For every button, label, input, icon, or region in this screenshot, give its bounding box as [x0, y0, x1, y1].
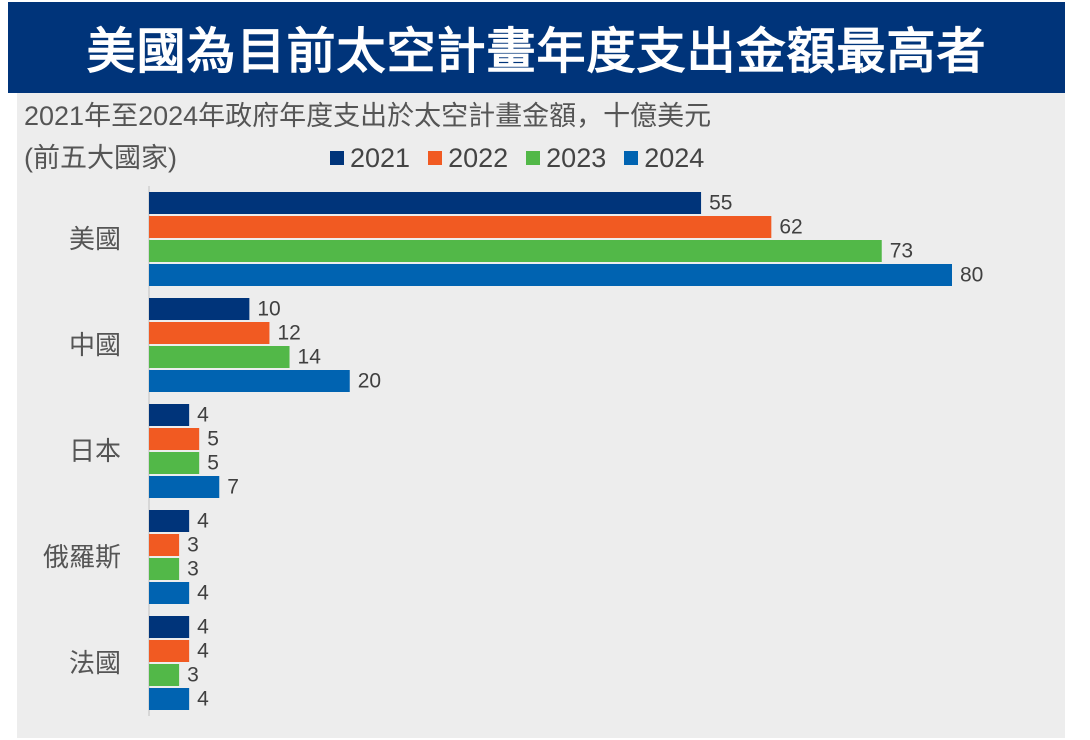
- page-title: 美國為目前太空計畫年度支出金額最高者: [86, 23, 987, 80]
- bar-2023: [149, 346, 290, 368]
- data-label-2022: 4: [197, 640, 209, 663]
- bar-2024: [149, 370, 350, 392]
- bar-2023: [149, 452, 200, 474]
- data-label-2021: 4: [197, 510, 209, 533]
- bar-2023: [149, 664, 180, 686]
- data-label-2022: 62: [779, 216, 802, 239]
- legend: 2021 2022 2023 2024: [330, 142, 704, 174]
- data-label-2022: 3: [187, 534, 199, 557]
- chart-subtitle: (前五大國家): [24, 143, 177, 173]
- data-label-2021: 10: [257, 298, 280, 321]
- bar-2022: [149, 534, 180, 556]
- category-label: 中國: [69, 331, 121, 361]
- category-label: 日本: [69, 437, 121, 467]
- data-label-2024: 7: [227, 476, 239, 499]
- data-label-2023: 14: [298, 346, 322, 369]
- legend-item-2023: 2023: [526, 142, 606, 174]
- data-label-2024: 80: [960, 264, 983, 287]
- legend-label-2023: 2023: [546, 143, 607, 173]
- data-label-2023: 73: [890, 240, 913, 263]
- data-label-2024: 20: [358, 370, 381, 393]
- category-label: 美國: [69, 225, 121, 255]
- legend-item-2024: 2024: [624, 142, 704, 174]
- bar-2021: [149, 192, 702, 214]
- category-label: 俄羅斯: [43, 543, 121, 573]
- bar-2021: [149, 616, 190, 638]
- bar-2023: [149, 558, 180, 580]
- bar-2023: [149, 240, 882, 262]
- legend-swatch-2022: [428, 151, 443, 165]
- data-label-2024: 4: [197, 582, 209, 605]
- legend-item-2021: 2021: [330, 142, 410, 174]
- bar-2022: [149, 322, 270, 344]
- data-label-2022: 12: [277, 322, 300, 345]
- data-label-2024: 4: [197, 688, 209, 711]
- legend-label-2021: 2021: [350, 143, 411, 173]
- legend-item-2022: 2022: [428, 142, 508, 174]
- data-label-2023: 5: [207, 452, 219, 475]
- bar-2024: [149, 688, 190, 710]
- data-label-2023: 3: [187, 558, 199, 581]
- chart-title: 2021年至2024年政府年度支出於太空計畫金額，十億美元: [24, 101, 712, 131]
- category-label: 法國: [69, 649, 121, 679]
- data-label-2023: 3: [187, 664, 199, 687]
- bar-2022: [149, 216, 772, 238]
- bar-2022: [149, 640, 190, 662]
- legend-swatch-2023: [526, 151, 541, 165]
- bar-2021: [149, 510, 190, 532]
- legend-swatch-2024: [624, 151, 639, 165]
- title-banner: 美國為目前太空計畫年度支出金額最高者: [8, 2, 1065, 93]
- bar-2024: [149, 264, 952, 286]
- legend-label-2024: 2024: [644, 143, 705, 173]
- bar-2024: [149, 582, 190, 604]
- bar-2024: [149, 476, 220, 498]
- legend-swatch-2021: [330, 151, 344, 165]
- bar-2021: [149, 298, 250, 320]
- data-label-2021: 4: [197, 404, 209, 427]
- bar-2022: [149, 428, 200, 450]
- legend-label-2022: 2022: [448, 143, 509, 173]
- data-label-2022: 5: [207, 428, 219, 451]
- data-label-2021: 55: [709, 192, 732, 215]
- bar-2021: [149, 404, 190, 426]
- data-label-2021: 4: [197, 616, 209, 639]
